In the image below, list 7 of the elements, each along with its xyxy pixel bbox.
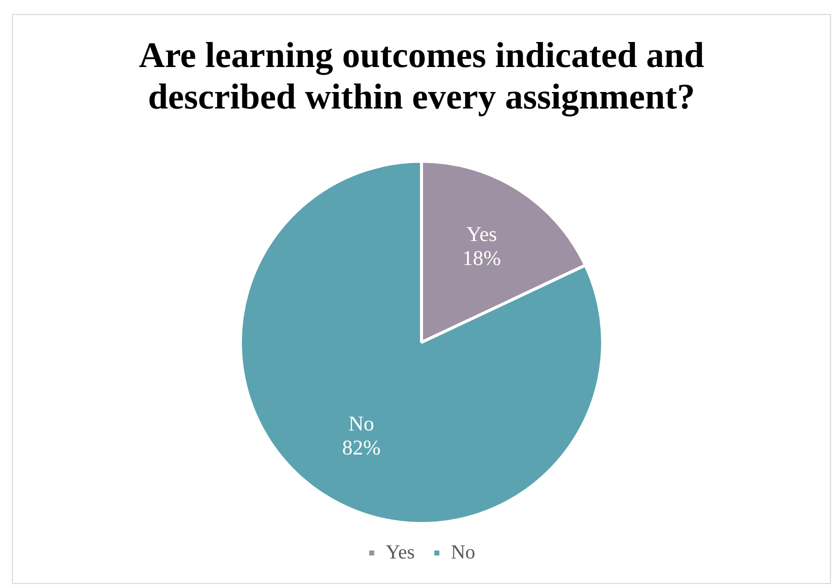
legend-label: No: [450, 541, 476, 564]
chart-title: Are learning outcomes indicated and described within every assignment?: [138, 34, 704, 116]
data-label: 82%: [342, 436, 381, 460]
slice-label: Yes: [466, 222, 497, 246]
data-label: 18%: [462, 246, 501, 270]
slice-label: No: [348, 412, 374, 436]
legend-label: Yes: [386, 541, 416, 564]
